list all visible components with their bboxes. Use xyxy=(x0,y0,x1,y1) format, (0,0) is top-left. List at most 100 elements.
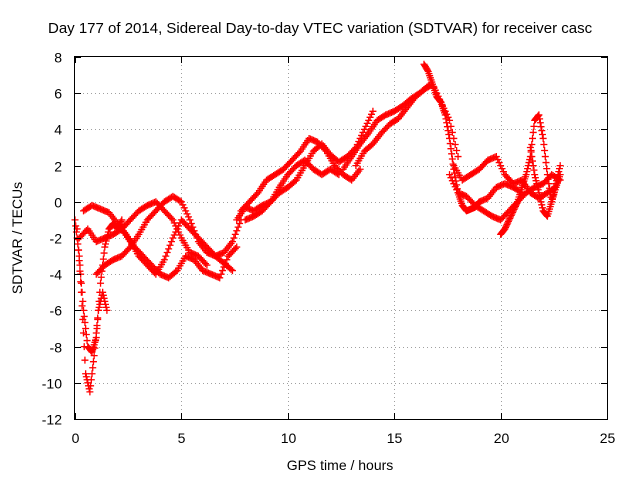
y-tick-label: -4 xyxy=(50,267,63,283)
data-point xyxy=(165,245,173,253)
x-tick-label: 0 xyxy=(72,430,80,446)
data-point xyxy=(233,243,241,251)
data-point xyxy=(89,358,97,366)
data-point xyxy=(177,198,185,206)
data-point xyxy=(536,192,544,200)
data-point xyxy=(167,214,175,222)
data-point xyxy=(511,202,519,210)
data-point xyxy=(448,150,456,158)
data-point xyxy=(82,370,90,378)
data-point xyxy=(504,217,512,225)
data-point xyxy=(556,171,564,179)
data-point xyxy=(445,131,453,139)
data-point xyxy=(508,210,516,218)
data-point xyxy=(102,303,110,311)
data-point xyxy=(295,149,303,157)
data-point xyxy=(513,199,521,207)
data-point xyxy=(103,306,111,314)
data-point xyxy=(536,115,544,123)
x-tick-labels: 0 5 10 15 20 25 xyxy=(72,430,616,446)
data-point xyxy=(166,241,174,249)
data-point xyxy=(536,195,544,203)
data-point xyxy=(163,248,171,256)
y-tick-label: -10 xyxy=(42,376,62,392)
data-point xyxy=(82,325,90,332)
data-point xyxy=(444,127,452,135)
data-point xyxy=(104,228,112,236)
data-point xyxy=(182,207,190,215)
y-tick-label: 2 xyxy=(54,159,62,175)
y-tick-labels: -12 -10 -8 -6 -4 -2 0 2 4 6 8 xyxy=(42,50,62,428)
data-point xyxy=(162,252,170,260)
data-point xyxy=(228,267,236,275)
data-point xyxy=(441,111,449,119)
data-point xyxy=(321,146,329,154)
data-point xyxy=(366,113,374,121)
data-point xyxy=(179,201,187,209)
y-tick-label: -12 xyxy=(42,412,62,428)
series-arc-6 xyxy=(118,216,245,278)
data-point xyxy=(537,123,545,131)
x-axis-label: GPS time / hours xyxy=(287,457,394,473)
data-point xyxy=(535,189,543,197)
data-point xyxy=(453,186,461,194)
data-point xyxy=(446,171,454,179)
data-point xyxy=(523,168,531,176)
data-point xyxy=(102,300,110,308)
series-arc-12 xyxy=(420,60,526,215)
data-point xyxy=(167,238,175,246)
data-point xyxy=(450,180,458,188)
data-point xyxy=(291,177,299,185)
data-point xyxy=(512,201,520,209)
data-point xyxy=(534,112,542,120)
data-point xyxy=(538,204,546,212)
data-point xyxy=(82,373,90,381)
data-point xyxy=(443,123,451,131)
data-point xyxy=(447,145,455,153)
data-point xyxy=(540,140,548,148)
data-point xyxy=(533,180,541,188)
data-point xyxy=(495,159,503,167)
data-point xyxy=(529,157,537,165)
data-point xyxy=(100,294,108,302)
data-point xyxy=(530,122,538,130)
data-series-group xyxy=(71,60,564,396)
series-arc-2 xyxy=(73,225,111,396)
data-point xyxy=(216,274,224,282)
x-tick-label: 15 xyxy=(387,430,403,446)
data-point xyxy=(509,208,517,216)
data-point xyxy=(253,190,261,198)
data-point xyxy=(169,234,177,242)
y-tick-label: 0 xyxy=(54,195,62,211)
data-point xyxy=(447,174,455,182)
data-point xyxy=(91,344,99,352)
data-point xyxy=(446,134,454,142)
data-point xyxy=(94,306,102,314)
data-point xyxy=(499,168,507,176)
data-point xyxy=(506,214,514,222)
data-point xyxy=(454,153,462,161)
data-point xyxy=(80,343,88,351)
data-point xyxy=(436,97,444,105)
data-point xyxy=(451,140,459,148)
x-tick-label: 10 xyxy=(281,430,297,446)
data-point xyxy=(72,222,80,230)
data-point xyxy=(369,107,377,115)
data-point xyxy=(545,180,553,188)
data-point xyxy=(542,159,550,167)
data-point xyxy=(539,134,547,142)
data-point xyxy=(544,175,552,183)
data-point xyxy=(85,385,93,393)
data-point xyxy=(95,303,103,311)
data-point xyxy=(219,267,227,275)
data-point xyxy=(527,148,535,156)
data-point xyxy=(89,364,97,372)
data-point xyxy=(186,216,194,224)
data-point xyxy=(76,267,84,275)
data-point xyxy=(529,134,537,142)
data-point xyxy=(86,388,94,396)
data-point xyxy=(80,312,88,320)
data-point xyxy=(538,127,546,135)
data-point xyxy=(97,279,105,287)
